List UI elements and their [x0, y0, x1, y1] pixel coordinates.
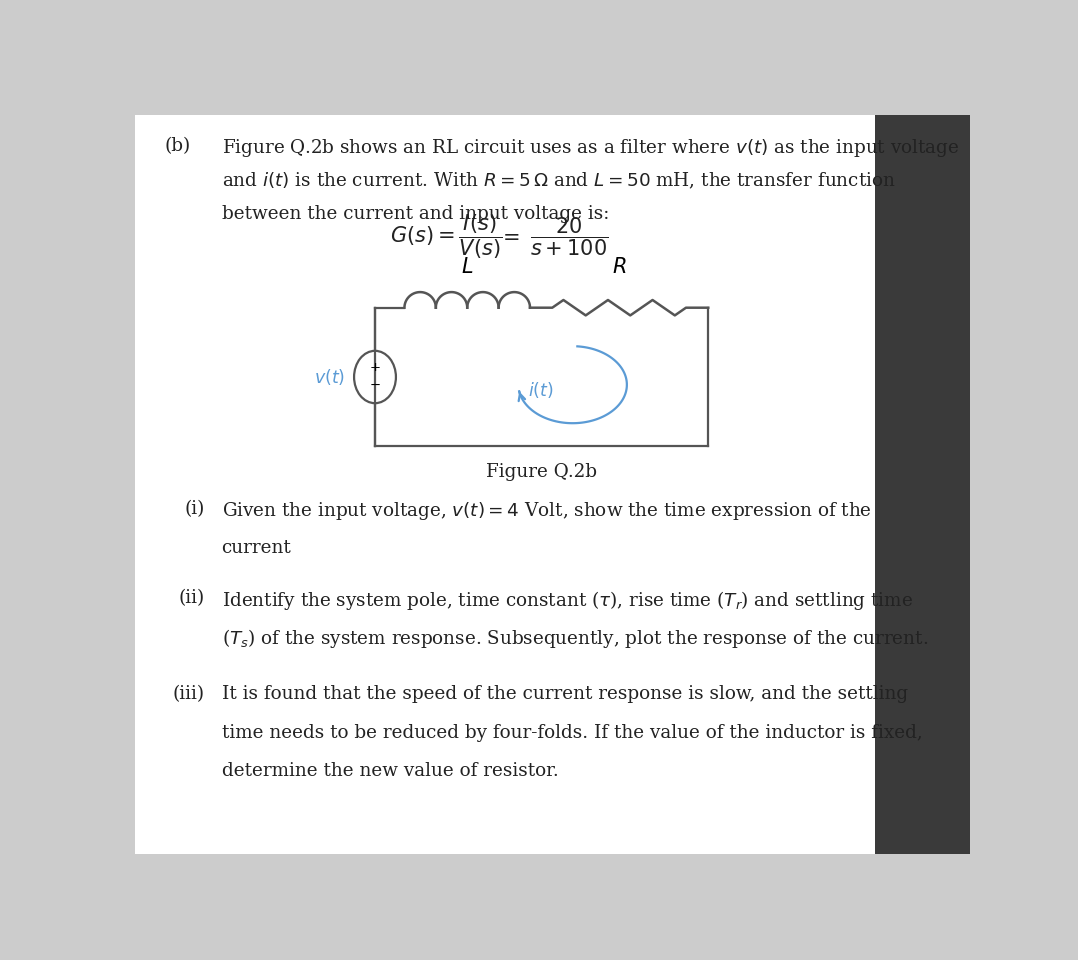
Text: $i(t)$: $i(t)$ — [528, 380, 554, 400]
Text: ($T_s$) of the system response. Subsequently, plot the response of the current.: ($T_s$) of the system response. Subseque… — [222, 627, 928, 650]
Text: Figure Q.2b: Figure Q.2b — [486, 464, 597, 481]
Text: −: − — [370, 379, 381, 392]
Text: $R$: $R$ — [612, 256, 626, 276]
Text: determine the new value of resistor.: determine the new value of resistor. — [222, 762, 558, 780]
Bar — [875, 115, 970, 854]
Text: $\dfrac{20}{s + 100}$: $\dfrac{20}{s + 100}$ — [530, 216, 608, 258]
Text: $L$: $L$ — [461, 256, 473, 276]
Bar — [135, 115, 875, 854]
Text: +: + — [370, 361, 381, 374]
Text: time needs to be reduced by four-folds. If the value of the inductor is fixed,: time needs to be reduced by four-folds. … — [222, 724, 923, 741]
Text: (ii): (ii) — [178, 588, 205, 607]
Text: and $i(t)$ is the current. With $R = 5\,\Omega$ and $L = 50$ mH, the transfer fu: and $i(t)$ is the current. With $R = 5\,… — [222, 171, 895, 191]
Text: $v(t)$: $v(t)$ — [314, 367, 345, 387]
Text: (b): (b) — [164, 136, 191, 155]
Text: current: current — [222, 539, 291, 557]
Text: between the current and input voltage is:: between the current and input voltage is… — [222, 204, 609, 223]
Text: $G(s) = \dfrac{I(s)}{V(s)}$: $G(s) = \dfrac{I(s)}{V(s)}$ — [390, 212, 503, 261]
Text: Given the input voltage, $v(t) = 4$ Volt, show the time expression of the: Given the input voltage, $v(t) = 4$ Volt… — [222, 500, 871, 522]
Text: (i): (i) — [184, 500, 205, 518]
Text: It is found that the speed of the current response is slow, and the settling: It is found that the speed of the curren… — [222, 685, 908, 703]
Text: Identify the system pole, time constant ($\tau$), rise time ($T_r$) and settling: Identify the system pole, time constant … — [222, 588, 913, 612]
Text: (iii): (iii) — [172, 685, 205, 703]
Text: Figure Q.2b shows an RL circuit uses as a filter where $v(t)$ as the input volta: Figure Q.2b shows an RL circuit uses as … — [222, 136, 959, 158]
Text: $=$: $=$ — [498, 228, 519, 247]
